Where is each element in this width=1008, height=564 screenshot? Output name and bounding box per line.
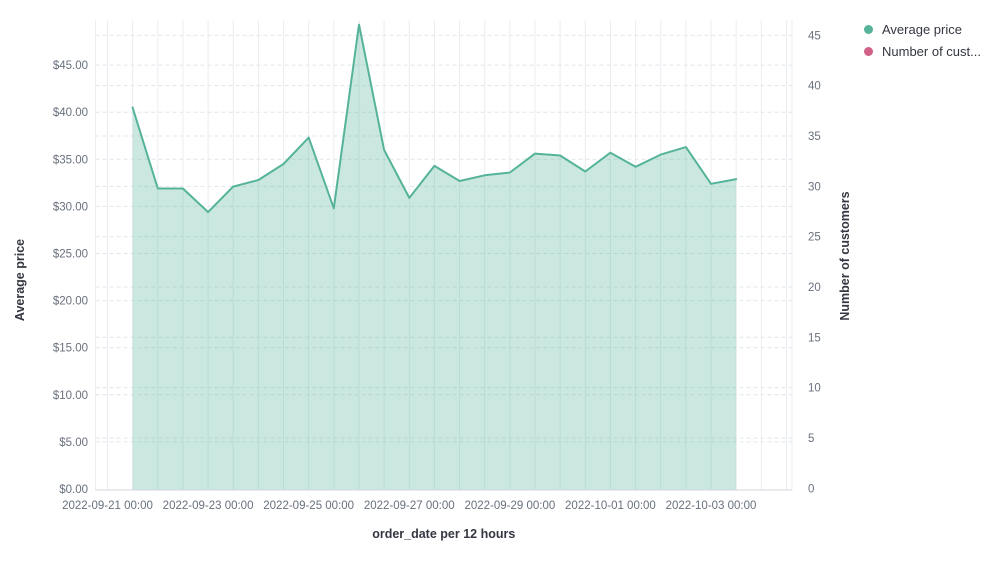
left-axis-tick-label: $10.00 [53,390,88,402]
right-axis-tick-label: 15 [808,332,821,344]
line-average-price [131,23,738,214]
right-axis-tick-label: 40 [808,81,821,93]
legend-label-number-of-customers: Number of cust... [882,44,981,59]
right-axis-tick-label: 25 [808,232,821,244]
left-axis-tick-label: $35.00 [53,154,88,166]
right-axis-tick-label: 10 [808,383,821,395]
right-axis-tick-label: 5 [808,433,814,445]
left-axis-tick-label: $5.00 [59,437,88,449]
left-axis-tick-label: $45.00 [53,60,88,72]
legend-label-average-price: Average price [882,22,962,37]
right-axis-title: Number of customers [838,191,852,320]
x-axis-tick-label: 2022-09-21 00:00 [62,500,153,512]
legend-item-number-of-customers[interactable]: Number of cust... [864,44,1004,59]
legend-swatch-average-price-icon [864,25,873,34]
right-axis-tick-label: 45 [808,30,821,42]
left-axis-tick-label: $30.00 [53,201,88,213]
right-axis-tick-label: 20 [808,282,821,294]
x-axis-tick-label: 2022-10-01 00:00 [565,500,656,512]
chart-legend: Average price Number of cust... [864,22,1004,59]
legend-swatch-number-of-customers-icon [864,47,873,56]
x-axis-title: order_date per 12 hours [372,527,515,541]
left-axis-tick-label: $20.00 [53,296,88,308]
left-axis-tick-label: $25.00 [53,249,88,261]
left-axis-tick-label: $0.00 [59,484,88,496]
x-axis-tick-label: 2022-10-03 00:00 [666,500,757,512]
x-axis-tick-label: 2022-09-25 00:00 [263,500,354,512]
x-axis-tick-label: 2022-09-23 00:00 [163,500,254,512]
x-axis-tick-label: 2022-09-29 00:00 [464,500,555,512]
right-axis-tick-label: 30 [808,181,821,193]
x-axis-tick-label: 2022-09-27 00:00 [364,500,455,512]
left-axis-tick-label: $15.00 [53,343,88,355]
left-axis-tick-label: $40.00 [53,107,88,119]
left-axis-title: Average price [13,239,27,321]
right-axis-tick-label: 35 [808,131,821,143]
right-axis-tick-label: 0 [808,483,814,495]
legend-item-average-price[interactable]: Average price [864,22,1004,37]
area-fill-average-price [132,24,737,490]
